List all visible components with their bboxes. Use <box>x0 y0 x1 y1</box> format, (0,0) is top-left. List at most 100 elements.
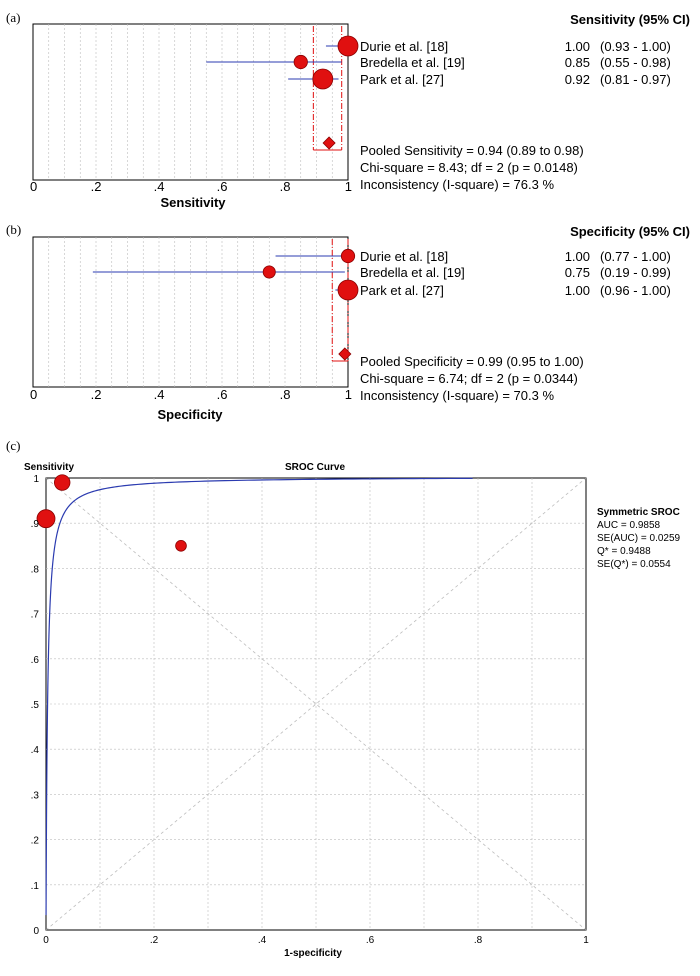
y-tick-label: 0 <box>33 926 39 937</box>
study-point <box>337 35 359 57</box>
pooled-stat-line: Pooled Sensitivity = 0.94 (0.89 to 0.98) <box>360 143 584 158</box>
pooled-stats-a: Pooled Sensitivity = 0.94 (0.89 to 0.98)… <box>360 143 584 192</box>
x-tick-label: .8 <box>474 935 483 946</box>
x-tick-label: 0 <box>30 179 37 194</box>
pooled-diamond <box>322 136 336 150</box>
panel-label-c: (c) <box>6 438 20 453</box>
x-tick-label: 1 <box>345 387 352 402</box>
study-markers-b <box>262 248 359 361</box>
study-estimate: 0.85 <box>565 55 590 70</box>
x-tick-label: .6 <box>366 935 375 946</box>
study-name: Bredella et al. [19] <box>360 265 465 280</box>
x-axis-title-c: 1-specificity <box>284 948 342 959</box>
axis-ticks-c: 0 .2 .4 .6 .8 1 0 .1 .2 .3 .4 .5 .6 .7 .8 .9 1 <box>31 474 590 946</box>
forest-plot-sensitivity: (a) Sensitivity (95% CI) 0 .2 .4 .6 .8 1 Duri… <box>6 10 690 210</box>
x-tick-label: .2 <box>150 935 159 946</box>
y-tick-label: .7 <box>31 610 40 621</box>
sroc-curve <box>45 477 473 916</box>
forest-header-specificity: Specificity (95% CI) <box>570 224 690 239</box>
y-tick-label: .6 <box>31 655 40 666</box>
study-ci-lines-b <box>92 255 348 291</box>
study-name: Durie et al. [18] <box>360 39 448 54</box>
legend-stat-line: SE(AUC) = 0.0259 <box>597 533 681 544</box>
pooled-stat-line: Inconsistency (I-square) = 76.3 % <box>360 177 554 192</box>
pooled-stat-line: Inconsistency (I-square) = 70.3 % <box>360 388 554 403</box>
study-markers-a <box>293 35 359 150</box>
pooled-diamond <box>338 347 352 361</box>
x-tick-label: 0 <box>43 935 49 946</box>
study-point <box>293 54 308 70</box>
x-tick-label: .8 <box>280 179 291 194</box>
legend-stat-line: AUC = 0.9858 <box>597 520 661 531</box>
y-tick-label: .9 <box>31 519 40 530</box>
sroc-curve-line <box>45 477 473 916</box>
study-name: Park et al. [27] <box>360 72 444 87</box>
x-axis-title-a: Sensitivity <box>160 195 226 210</box>
study-ci: (0.77 - 1.00) <box>600 249 671 264</box>
y-tick-label: .5 <box>31 700 40 711</box>
y-tick-label: .8 <box>31 564 40 575</box>
panel-label-a: (a) <box>6 10 20 25</box>
legend-stat-line: SE(Q*) = 0.0554 <box>597 559 671 570</box>
x-tick-label: 0 <box>30 387 37 402</box>
study-point <box>54 474 71 491</box>
x-tick-label: .4 <box>154 387 165 402</box>
y-tick-label: 1 <box>33 474 39 485</box>
sroc-legend: Symmetric SROC AUC = 0.9858 SE(AUC) = 0.0… <box>597 507 681 570</box>
panel-label-b: (b) <box>6 222 21 237</box>
plot-frame-b <box>32 236 349 388</box>
x-ticks-b: 0 .2 .4 .6 .8 1 <box>30 387 352 402</box>
study-labels-b: Durie et al. [18] 1.00 (0.77 - 1.00) Bredel… <box>360 249 671 298</box>
forest-header-sensitivity: Sensitivity (95% CI) <box>570 12 690 27</box>
pooled-stats-b: Pooled Specificity = 0.99 (0.95 to 1.00)… <box>360 354 584 403</box>
study-name: Bredella et al. [19] <box>360 55 465 70</box>
study-point <box>337 279 359 301</box>
forest-plot-specificity: (b) Specificity (95% CI) 0 .2 .4 .6 .8 1 Duri… <box>6 222 690 422</box>
study-ci: (0.81 - 0.97) <box>600 72 671 87</box>
study-labels-a: Durie et al. [18] 1.00 (0.93 - 1.00) Bredel… <box>360 39 671 87</box>
study-point <box>262 265 276 279</box>
study-estimate: 0.92 <box>565 72 590 87</box>
study-ci: (0.96 - 1.00) <box>600 283 671 298</box>
x-tick-label: .2 <box>91 387 102 402</box>
study-point <box>175 539 187 552</box>
pooled-stat-line: Pooled Specificity = 0.99 (0.95 to 1.00) <box>360 354 584 369</box>
y-axis-title-c: Sensitivity <box>24 462 74 473</box>
x-axis-title-b: Specificity <box>157 407 223 422</box>
x-ticks-a: 0 .2 .4 .6 .8 1 <box>30 179 352 194</box>
grid-b <box>48 237 333 387</box>
study-ci: (0.93 - 1.00) <box>600 39 671 54</box>
x-tick-label: .6 <box>217 179 228 194</box>
study-name: Durie et al. [18] <box>360 249 448 264</box>
study-estimate: 1.00 <box>565 39 590 54</box>
sroc-plot: (c) Sensitivity SROC Curve 0 .2 .4 .6 .8 1 0 .1… <box>6 438 681 959</box>
y-tick-label: .2 <box>31 836 40 847</box>
x-tick-label: .8 <box>280 387 291 402</box>
x-tick-label: .4 <box>258 935 267 946</box>
study-estimate: 1.00 <box>565 283 590 298</box>
y-tick-label: .4 <box>31 745 40 756</box>
study-name: Park et al. [27] <box>360 283 444 298</box>
study-point <box>312 68 334 90</box>
pooled-stat-line: Chi-square = 8.43; df = 2 (p = 0.0148) <box>360 160 578 175</box>
legend-stat-line: Q* = 0.9488 <box>597 546 651 557</box>
study-markers-c <box>36 474 187 552</box>
x-tick-label: 1 <box>583 935 589 946</box>
study-estimate: 0.75 <box>565 265 590 280</box>
study-ci: (0.19 - 0.99) <box>600 265 671 280</box>
study-estimate: 1.00 <box>565 249 590 264</box>
grid-c <box>46 478 586 930</box>
chart-title-c: SROC Curve <box>285 462 345 473</box>
y-tick-label: .3 <box>31 790 40 801</box>
x-tick-label: .6 <box>217 387 228 402</box>
x-tick-label: .4 <box>154 179 165 194</box>
x-tick-label: .2 <box>91 179 102 194</box>
pooled-stat-line: Chi-square = 6.74; df = 2 (p = 0.0344) <box>360 371 578 386</box>
x-tick-label: 1 <box>345 179 352 194</box>
grid-a <box>48 24 333 180</box>
study-ci: (0.55 - 0.98) <box>600 55 671 70</box>
pooled-ci-lines-a <box>312 26 343 151</box>
study-point <box>340 248 356 264</box>
legend-title: Symmetric SROC <box>597 507 680 518</box>
